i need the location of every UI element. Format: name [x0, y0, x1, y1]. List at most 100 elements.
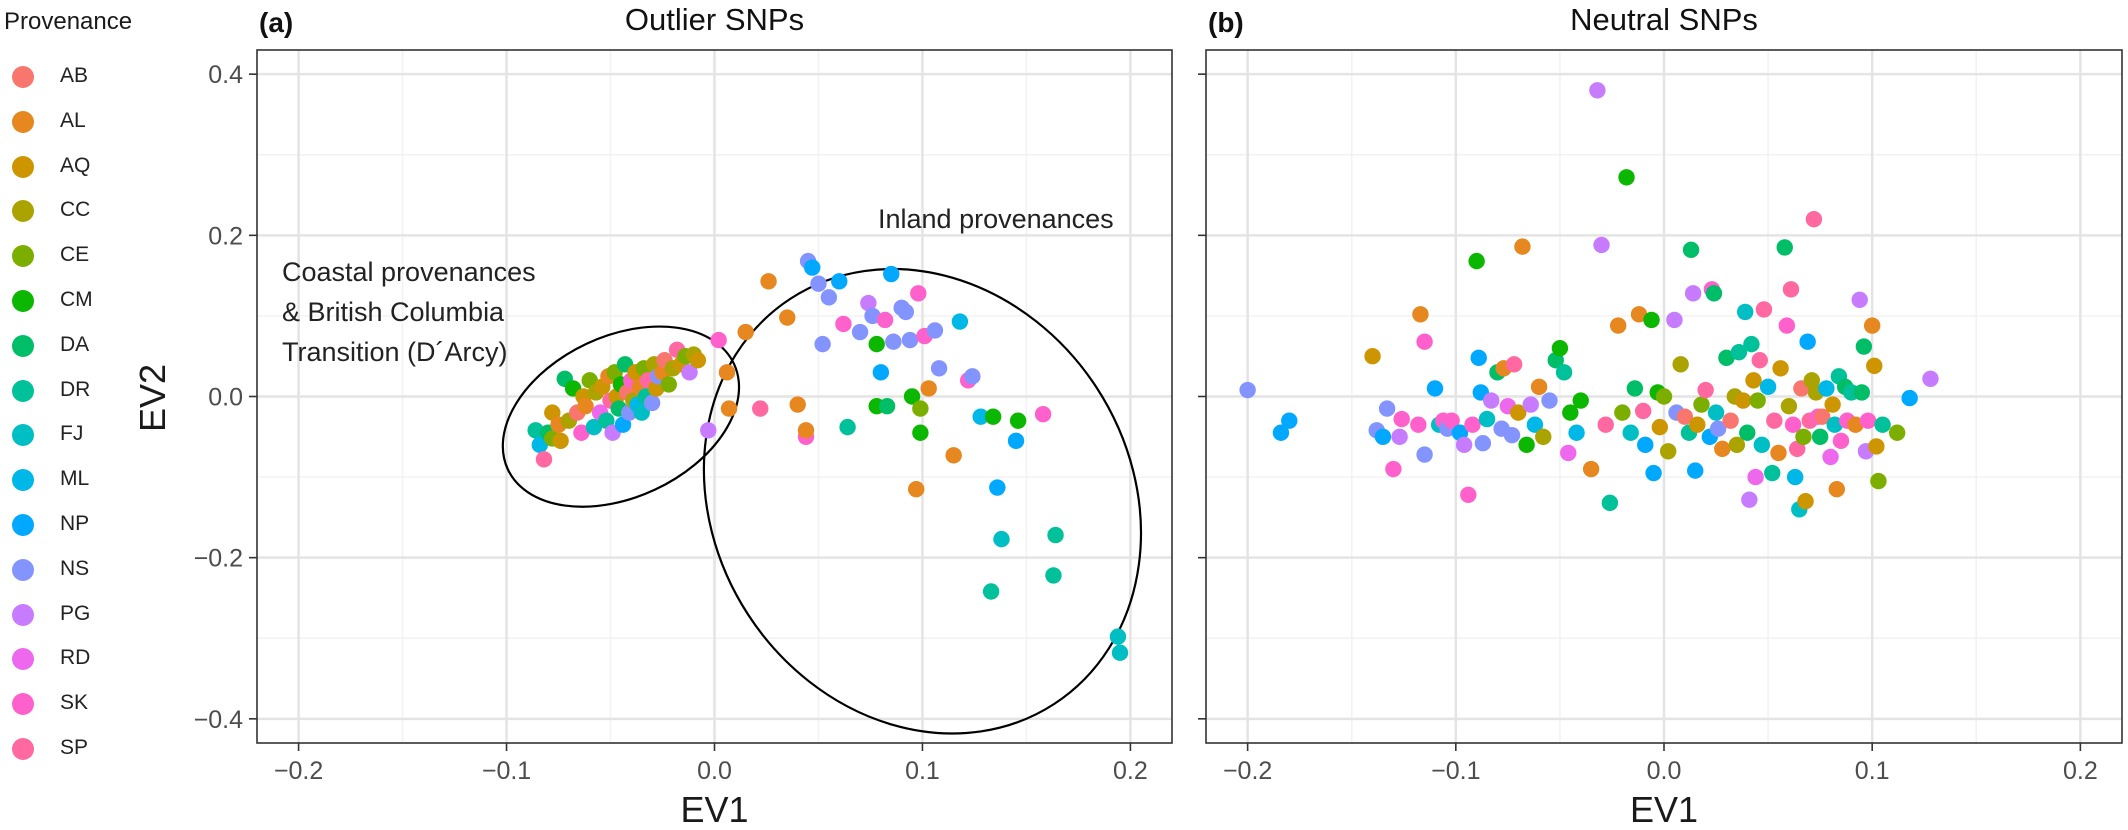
legend: Provenance AB AL AQ CC CE CM DA DR FJ ML NP NS PG RD S…: [0, 0, 240, 830]
data-point-da: [1853, 384, 1870, 401]
data-point-ab: [1722, 412, 1739, 429]
data-point-da: [878, 397, 896, 415]
data-point-ns: [1378, 400, 1396, 417]
data-point-pg: [1922, 370, 1939, 387]
data-point-al: [797, 422, 815, 439]
legend-swatch: [12, 379, 34, 402]
data-point-al: [908, 480, 925, 498]
data-point-np: [872, 364, 890, 381]
data-point-da: [1626, 380, 1644, 397]
data-point-al: [1514, 238, 1531, 255]
data-point-pg: [1391, 428, 1408, 445]
legend-label: AB: [60, 64, 89, 87]
data-point-al: [789, 396, 806, 413]
data-point-np: [1007, 432, 1025, 450]
legend-swatch: [12, 155, 34, 178]
x-tick-label: 0.1: [905, 757, 940, 785]
legend-swatch: [12, 334, 34, 357]
data-point-dr: [1601, 494, 1619, 512]
data-point-sk: [1410, 416, 1427, 433]
data-point-ce: [912, 400, 929, 417]
data-point-da: [1705, 285, 1723, 302]
data-point-pg: [1455, 436, 1473, 454]
data-point-al: [945, 447, 962, 464]
panel-border: [1205, 49, 2123, 744]
legend-swatch: [12, 66, 34, 88]
y-tick-label: 0.2: [208, 222, 243, 250]
data-point-aq: [1651, 418, 1669, 436]
data-point-ns: [810, 275, 827, 292]
legend-label: DR: [60, 377, 91, 401]
annotation-inland: Inland provenances: [878, 204, 1114, 234]
data-point-ns: [1493, 420, 1510, 437]
data-point-cc: [1535, 428, 1552, 445]
data-point-al: [1610, 317, 1627, 334]
data-point-np: [1645, 464, 1662, 482]
data-point-cc: [1672, 356, 1689, 373]
data-point-sk: [1460, 486, 1477, 504]
data-point-sk: [710, 331, 727, 349]
data-point-dr: [1555, 364, 1573, 381]
panel-tag: (b): [1208, 7, 1244, 38]
data-point-sp: [535, 451, 553, 468]
data-point-np: [1272, 424, 1290, 441]
data-point-sp: [1789, 440, 1806, 458]
data-point-pg: [1666, 311, 1683, 329]
data-point-da: [1547, 352, 1564, 369]
data-point-ce: [660, 376, 677, 393]
data-point-sp: [1766, 412, 1783, 429]
legend-swatch: [12, 514, 34, 536]
data-point-cm: [984, 408, 1002, 425]
data-point-da: [1811, 428, 1829, 445]
x-axis-label: EV1: [1630, 789, 1698, 830]
data-point-pg: [681, 364, 698, 381]
data-point-sp: [1697, 381, 1714, 399]
data-point-ns: [885, 333, 902, 350]
data-point-al: [779, 309, 796, 326]
data-point-np: [1281, 412, 1298, 429]
data-point-cm: [1643, 311, 1660, 329]
legend-swatch: [12, 200, 34, 223]
data-point-aq: [1734, 392, 1752, 409]
data-point-al: [1630, 306, 1648, 323]
data-point-ns: [930, 360, 948, 377]
data-point-np: [1426, 380, 1444, 397]
x-tick-label: 0.2: [2063, 757, 2098, 785]
data-point-rd: [1747, 468, 1764, 486]
legend-title: Provenance: [4, 8, 133, 35]
data-point-ab: [1793, 380, 1810, 397]
data-point-cm: [1618, 169, 1635, 186]
y-tick-label: 0.4: [208, 61, 243, 89]
data-point-sk: [876, 311, 894, 329]
x-tick-label: 0.0: [697, 757, 732, 785]
data-point-ns: [1439, 420, 1456, 437]
data-point-cm: [1009, 412, 1027, 429]
data-point-aq: [1868, 438, 1885, 455]
data-point-cm: [1551, 339, 1569, 357]
data-point-pg: [860, 294, 877, 312]
data-point-np: [831, 273, 848, 290]
data-point-pg: [1851, 291, 1868, 309]
data-point-sk: [1464, 416, 1481, 433]
data-point-cm: [912, 424, 929, 441]
data-point-fj: [1753, 436, 1771, 454]
legend-label: CM: [60, 288, 93, 311]
data-point-al: [1714, 440, 1731, 458]
data-point-sp: [1634, 402, 1652, 420]
data-point-ml: [1759, 378, 1777, 396]
data-point-ce: [1749, 392, 1766, 409]
data-point-sk: [1784, 416, 1802, 433]
data-point-np: [804, 259, 821, 276]
data-point-ns: [897, 303, 915, 321]
data-point-sp: [752, 400, 769, 417]
data-point-al: [577, 397, 594, 415]
data-point-al: [1847, 416, 1864, 433]
cluster-ellipse: [702, 267, 1143, 735]
data-point-dr: [1730, 343, 1748, 361]
legend-swatch: [12, 290, 34, 312]
data-point-fj: [1111, 644, 1129, 661]
data-point-pg: [1741, 491, 1758, 508]
data-point-ce: [1614, 404, 1631, 421]
data-point-pg: [700, 422, 717, 439]
data-point-aq: [689, 352, 707, 369]
